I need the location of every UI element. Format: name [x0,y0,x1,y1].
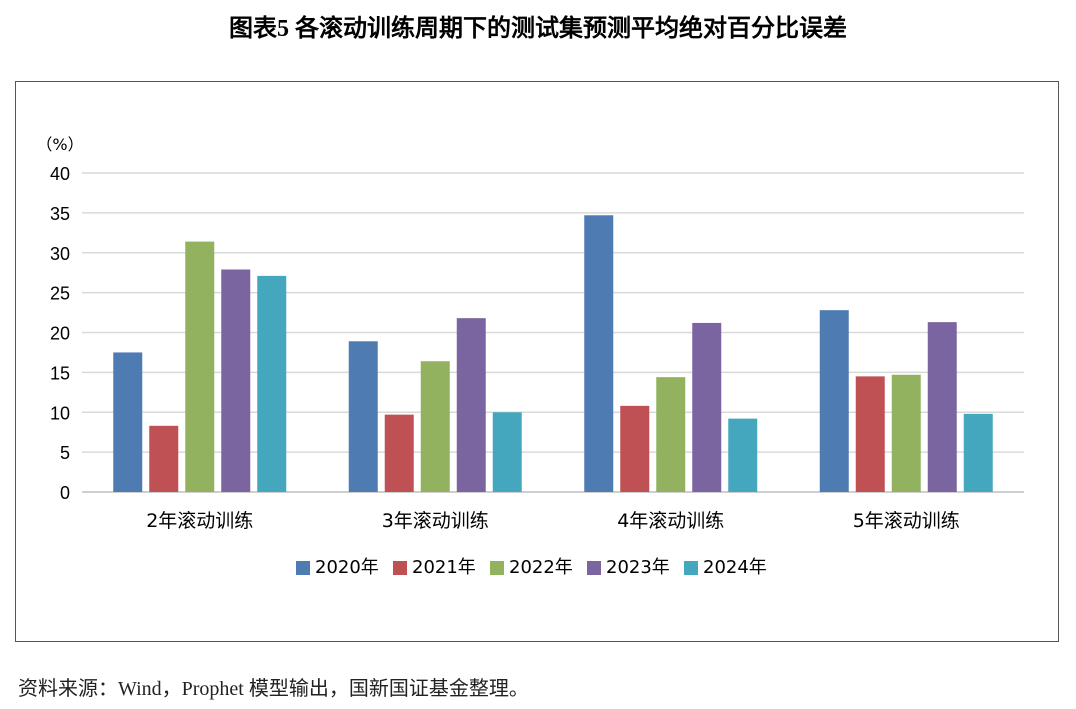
y-tick-label: 25 [50,284,70,304]
legend-label: 2024年 [703,557,767,578]
x-tick-label: 3年滚动训练 [382,510,489,532]
bar [113,352,143,492]
bar [348,341,378,492]
bar [420,361,450,492]
bar [692,322,722,492]
bar [185,241,215,492]
bar [855,376,885,492]
chart-title: 图表5 各滚动训练周期下的测试集预测平均绝对百分比误差 [229,16,847,42]
y-tick-label: 35 [50,204,70,224]
legend-swatch [684,561,698,575]
bar [656,377,686,492]
bar [257,275,287,492]
y-tick-label: 10 [50,403,70,423]
legend-swatch [296,561,310,575]
legend-label: 2022年 [509,557,573,578]
y-tick-label: 20 [50,324,70,344]
legend-label: 2021年 [412,557,476,578]
bar [492,412,522,492]
y-tick-label: 5 [60,443,70,463]
y-axis-unit: （%） [36,135,83,154]
y-tick-label: 30 [50,244,70,264]
bar [384,414,414,492]
legend-label: 2023年 [606,557,670,578]
bar [728,418,758,492]
bar [456,318,486,492]
y-tick-label: 0 [60,483,70,503]
bar [149,425,179,492]
y-tick-label: 15 [50,363,70,383]
x-tick-label: 2年滚动训练 [146,510,253,532]
bar [620,405,650,492]
bar [819,310,849,492]
legend-swatch [490,561,504,575]
source-note: 资料来源：Wind，Prophet 模型输出，国新国证基金整理。 [18,678,529,700]
x-tick-label: 5年滚动训练 [853,510,960,532]
bar [963,413,993,492]
bar [891,374,921,492]
legend-label: 2020年 [315,557,379,578]
bar [927,322,957,492]
x-tick-label: 4年滚动训练 [617,510,724,532]
legend-swatch [393,561,407,575]
legend-swatch [587,561,601,575]
y-tick-label: 40 [50,164,70,184]
bar [221,269,251,492]
bar [584,215,614,492]
chart-frame [15,81,1059,642]
